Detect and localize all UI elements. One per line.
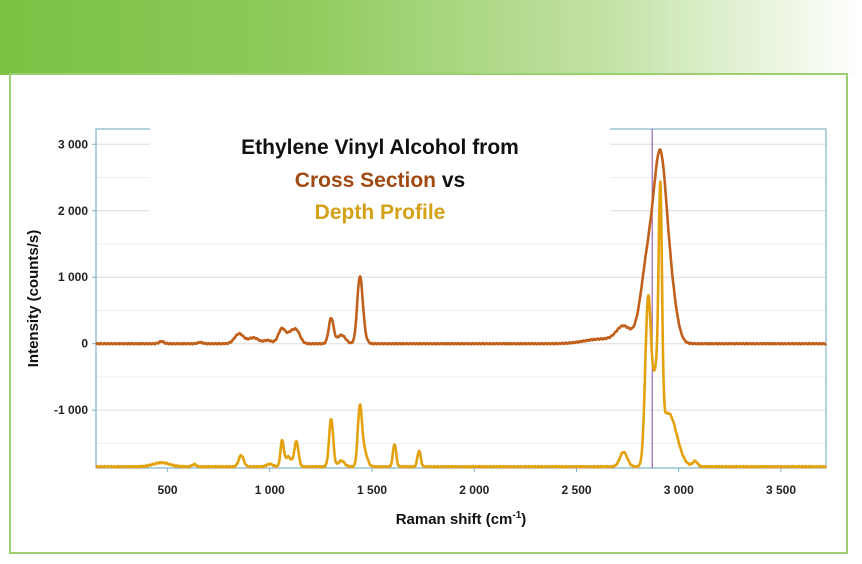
x-tick-label: 500 — [158, 483, 178, 497]
series-cross-section — [94, 148, 828, 346]
y-tick-labels: 3 000 2 000 1 000 0 -1 000 — [54, 137, 88, 417]
x-tick-label: 1 500 — [357, 483, 387, 497]
title-background — [150, 128, 610, 231]
x-tick-label: 1 000 — [255, 483, 285, 497]
title-vs: vs — [436, 169, 465, 192]
series-depth-profile — [94, 180, 828, 469]
y-tick-label: 2 000 — [58, 204, 88, 218]
x-tick-label: 3 500 — [766, 483, 796, 497]
x-axis-title: Raman shift (cm-1) — [396, 510, 527, 528]
chart-title-line3: Depth Profile — [315, 201, 446, 224]
chart-title-line2: Cross Section vs — [295, 169, 465, 192]
chart-title-line1: Ethylene Vinyl Alcohol from — [241, 136, 519, 159]
y-tick-label: -1 000 — [54, 403, 88, 417]
y-tick-label: 3 000 — [58, 137, 88, 151]
header-banner — [0, 0, 862, 75]
x-tick-label: 2 000 — [459, 483, 489, 497]
x-tick-label: 3 000 — [664, 483, 694, 497]
title-cross-section: Cross Section — [295, 169, 436, 192]
y-tick-label: 0 — [81, 337, 88, 351]
x-tick-label: 2 500 — [562, 483, 592, 497]
y-tick-label: 1 000 — [58, 270, 88, 284]
y-axis-title: Intensity (counts/s) — [25, 230, 42, 368]
x-tick-labels: 500 1 000 1 500 2 000 2 500 3 000 3 500 — [158, 483, 797, 497]
